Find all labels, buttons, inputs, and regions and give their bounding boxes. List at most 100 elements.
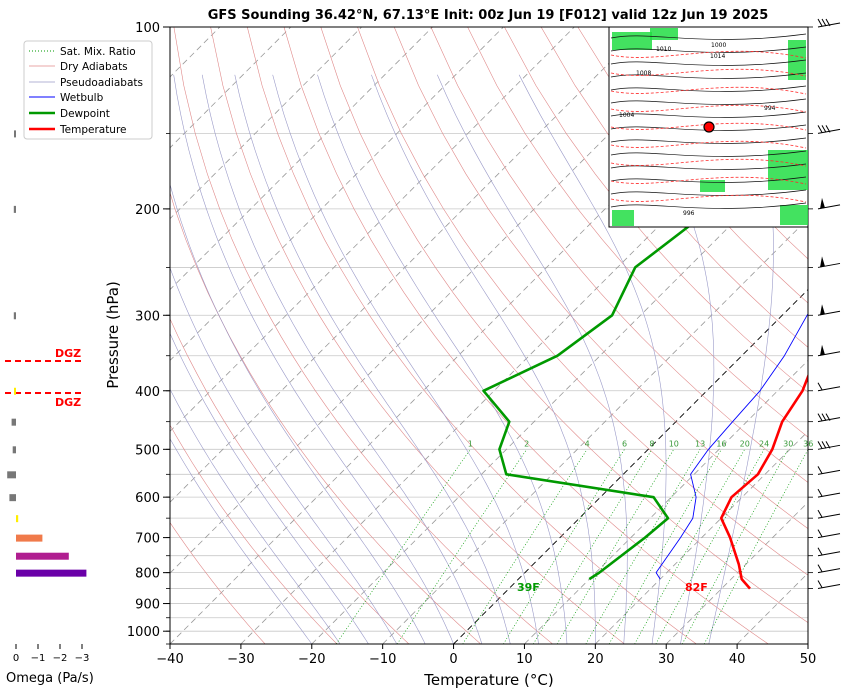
omega-bar	[16, 515, 18, 522]
omega-bar	[14, 206, 16, 213]
surface-annotations: 82F 39F	[517, 581, 708, 594]
x-tick-label: 40	[729, 652, 746, 667]
pseudoadiabat	[104, 75, 368, 644]
dry-adiabat	[174, 27, 553, 644]
x-axis-label: Temperature (°C)	[423, 671, 553, 689]
mixing-ratio-line	[397, 449, 527, 644]
legend: Sat. Mix. Ratio Dry Adiabats Pseudoadiab…	[24, 41, 152, 139]
wind-barb-feather	[818, 510, 822, 517]
omega-bar	[16, 553, 69, 560]
x-tick-label: −40	[156, 652, 183, 667]
wind-barb-feather	[818, 441, 822, 448]
mixing-ratio-label: 8	[649, 439, 654, 448]
mixing-ratio-label: 30	[783, 439, 793, 448]
map-contour-label: 994	[764, 105, 776, 112]
location-marker	[704, 122, 714, 132]
map-contour-label: 1008	[636, 70, 651, 77]
legend-dry-adiabats: Dry Adiabats	[60, 61, 128, 73]
map-contour-label: 1004	[619, 112, 634, 119]
mixing-ratio-label: 6	[622, 439, 627, 448]
wind-barb-feather	[818, 565, 822, 572]
x-tick-label: 0	[449, 652, 457, 667]
mixing-ratio-line	[704, 449, 808, 644]
precip-area	[612, 32, 652, 50]
omega-tick-label: 0	[13, 653, 19, 664]
x-tick-label: 10	[516, 652, 533, 667]
y-tick-label: 400	[135, 385, 160, 400]
y-tick-label: 100	[135, 21, 160, 36]
wind-barb-feather	[818, 383, 822, 390]
y-tick-label: 1000	[127, 625, 160, 640]
wind-barb-feather	[818, 530, 822, 537]
chart-title: GFS Sounding 36.42°N, 67.13°E Init: 00z …	[208, 8, 769, 23]
omega-bar	[14, 312, 16, 319]
x-tick-label: −30	[227, 652, 254, 667]
y-tick-label: 600	[135, 491, 160, 506]
mixing-ratio-label: 13	[695, 439, 705, 448]
mixing-ratio-label: 20	[740, 439, 750, 448]
wind-barb-feather	[818, 466, 822, 473]
legend-dewpoint: Dewpoint	[60, 108, 110, 120]
mixing-ratio-line	[336, 449, 470, 644]
y-tick-label: 900	[135, 598, 160, 613]
wind-barb-feather	[818, 489, 822, 496]
wind-barbs	[808, 19, 840, 589]
mixing-ratio-label: 16	[716, 439, 726, 448]
omega-bar	[14, 130, 16, 137]
wind-barb-feather	[818, 581, 822, 588]
wind-barb-pennant	[820, 345, 825, 356]
pseudoadiabat	[202, 75, 482, 644]
map-contour-label: 1000	[711, 42, 726, 49]
mixing-ratio-line	[682, 449, 788, 644]
wind-barb-feather	[822, 125, 826, 132]
pseudoadiabat	[318, 75, 568, 644]
dgz-top-label: DGZ	[55, 347, 81, 360]
mixing-ratio-label: 10	[669, 439, 679, 448]
y-tick-label: 800	[135, 567, 160, 582]
surface-temperature-label: 82F	[685, 581, 708, 594]
pseudoadiabat	[85, 75, 340, 644]
wind-barb-pennant	[820, 304, 825, 315]
omega-tick-label: −1	[31, 653, 46, 664]
legend-temperature: Temperature	[59, 124, 127, 136]
omega-bar	[9, 494, 16, 501]
mixing-ratio-label: 24	[759, 439, 769, 448]
wind-barb-feather	[818, 414, 822, 421]
x-tick-label: 30	[658, 652, 675, 667]
map-contour-label: 1010	[656, 46, 671, 53]
wind-barb-feather	[822, 441, 826, 448]
pseudoadiabat	[174, 75, 454, 644]
omega-bar	[7, 471, 16, 478]
x-tick-label: −10	[369, 652, 396, 667]
omega-panel: DGZ DGZ 0 −1 −2 −3 Omega (Pa/s)	[5, 130, 94, 686]
map-contour-label: 996	[683, 210, 695, 217]
precip-area	[768, 150, 808, 190]
omega-tick-label: −2	[53, 653, 68, 664]
precip-area	[650, 28, 678, 40]
dry-adiabat	[835, 27, 847, 644]
omega-tick-label: −3	[75, 653, 90, 664]
omega-bar	[16, 570, 86, 577]
wind-barb-pennant	[820, 198, 825, 209]
omega-bar	[14, 388, 16, 395]
pseudoadiabat	[437, 75, 627, 644]
wind-barb-feather	[818, 125, 822, 132]
precip-area	[780, 205, 808, 225]
pseudoadiabat	[235, 75, 511, 644]
omega-axis-label: Omega (Pa/s)	[6, 671, 94, 686]
omega-bar	[13, 446, 16, 453]
mixing-ratio-label: 4	[585, 439, 590, 448]
legend-sat-mix-ratio: Sat. Mix. Ratio	[60, 46, 136, 58]
wind-barb-feather	[822, 19, 826, 26]
x-tick-label: 20	[587, 652, 604, 667]
wind-barb-feather	[818, 19, 822, 26]
pseudoadiabat	[371, 75, 595, 644]
wind-barb-pennant	[820, 256, 825, 267]
dry-adiabat	[137, 27, 481, 644]
mixing-ratio-line	[656, 449, 764, 644]
mixing-ratio-line	[503, 449, 624, 644]
dgz-bottom-label: DGZ	[55, 396, 81, 409]
